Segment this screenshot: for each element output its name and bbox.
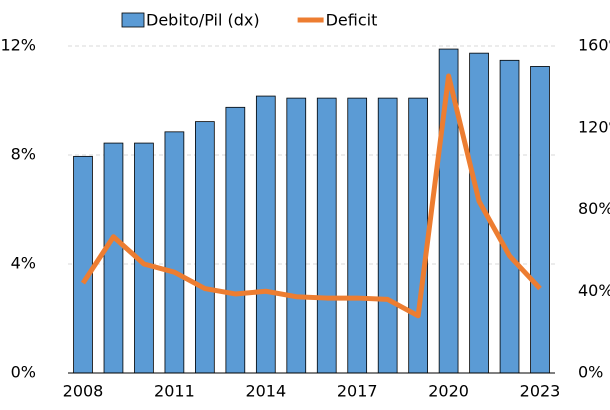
bar [530, 66, 550, 374]
legend-swatch [121, 12, 145, 28]
x-tick-label: 2020 [428, 382, 469, 401]
y2-tick-label: 40% [578, 281, 610, 300]
y-tick-label: 4% [11, 254, 36, 273]
bar [408, 97, 428, 374]
x-tick-label: 2023 [520, 382, 561, 401]
bar [316, 97, 337, 374]
y-tick-label: 0% [11, 363, 36, 382]
bar [347, 97, 368, 374]
x-tick-label: 2008 [63, 382, 104, 401]
bar [195, 121, 215, 374]
bar [164, 131, 185, 374]
x-tick-label: 2017 [337, 382, 378, 401]
y-tick-label: 8% [11, 145, 36, 164]
bar [499, 59, 520, 374]
y2-tick-label: 160% [578, 36, 610, 55]
y2-tick-label: 80% [578, 199, 610, 218]
y2-tick-label: 120% [578, 117, 610, 136]
bar [225, 106, 246, 374]
x-tick-label: 2011 [154, 382, 195, 401]
legend-label: Debito/Pil (dx) [146, 11, 260, 30]
y2-tick-label: 0% [578, 363, 603, 382]
x-tick-label: 2014 [245, 382, 286, 401]
bar [103, 142, 124, 374]
line [80, 73, 542, 319]
bar [286, 97, 307, 374]
y-tick-label: 12% [0, 36, 36, 55]
bar [73, 155, 93, 374]
bar [377, 97, 398, 374]
legend-label: Deficit [326, 11, 378, 30]
bar [255, 95, 276, 374]
